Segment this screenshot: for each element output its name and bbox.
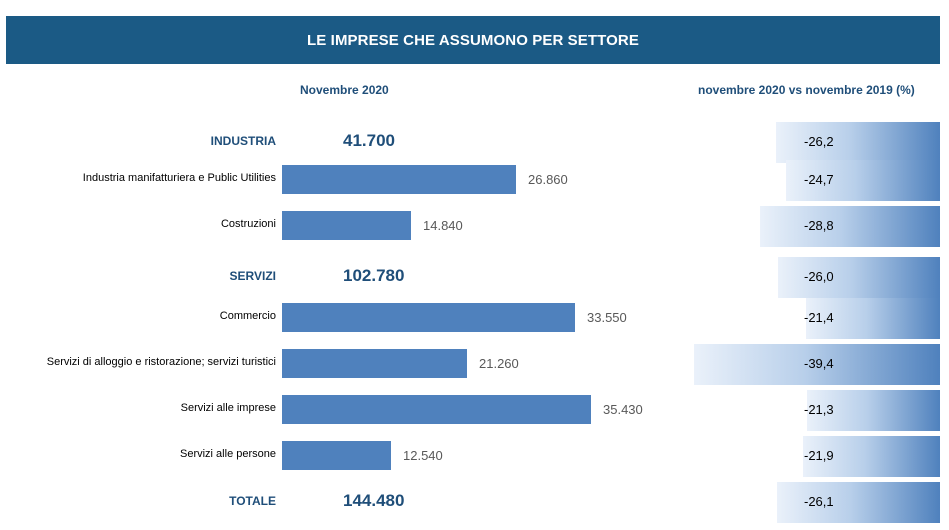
row-label: Servizi di alloggio e ristorazione; serv… <box>46 356 276 368</box>
change-cell <box>786 160 940 201</box>
change-value-label: -39,4 <box>804 356 834 371</box>
change-cell <box>776 122 940 163</box>
left-subtitle: Novembre 2020 <box>300 83 389 97</box>
change-value-label: -21,9 <box>804 448 834 463</box>
row-label: TOTALE <box>229 494 276 508</box>
change-cell <box>778 257 940 298</box>
change-value-label: -21,3 <box>804 402 834 417</box>
bar-value-label: 21.260 <box>479 356 519 371</box>
chart-title: LE IMPRESE CHE ASSUMONO PER SETTORE <box>307 31 639 49</box>
change-cell <box>803 436 940 477</box>
row-label: INDUSTRIA <box>210 134 276 148</box>
bar <box>282 211 411 240</box>
change-value-label: -26,0 <box>804 269 834 284</box>
change-cell <box>806 298 940 339</box>
row-label: Costruzioni <box>220 218 276 230</box>
row-label: Servizi alle persone <box>180 448 276 460</box>
bar <box>282 165 516 194</box>
change-value-label: -21,4 <box>804 310 834 325</box>
bar <box>282 349 467 378</box>
change-value-label: -26,2 <box>804 134 834 149</box>
change-value-label: -26,1 <box>804 494 834 509</box>
change-value-label: -24,7 <box>804 172 834 187</box>
row-label: Servizi alle imprese <box>180 402 276 414</box>
change-cell <box>760 206 940 247</box>
change-cell <box>694 344 940 385</box>
bar <box>282 303 575 332</box>
change-cell <box>807 390 940 431</box>
right-subtitle: novembre 2020 vs novembre 2019 (%) <box>698 83 915 97</box>
row-label: SERVIZI <box>229 269 276 283</box>
bar-value-label: 14.840 <box>423 218 463 233</box>
bar-value-label: 26.860 <box>528 172 568 187</box>
row-label: Commercio <box>219 310 276 322</box>
group-total-value: 144.480 <box>343 491 405 510</box>
change-value-label: -28,8 <box>804 218 834 233</box>
group-total-value: 41.700 <box>343 131 395 150</box>
bar-value-label: 12.540 <box>403 448 443 463</box>
bar-value-label: 33.550 <box>587 310 627 325</box>
change-cell <box>777 482 940 523</box>
bar <box>282 395 591 424</box>
group-total-value: 102.780 <box>343 266 405 285</box>
chart-title-banner: LE IMPRESE CHE ASSUMONO PER SETTORE <box>6 16 940 64</box>
bar-value-label: 35.430 <box>603 402 643 417</box>
bar <box>282 441 391 470</box>
row-label: Industria manifatturiera e Public Utilit… <box>82 172 276 184</box>
